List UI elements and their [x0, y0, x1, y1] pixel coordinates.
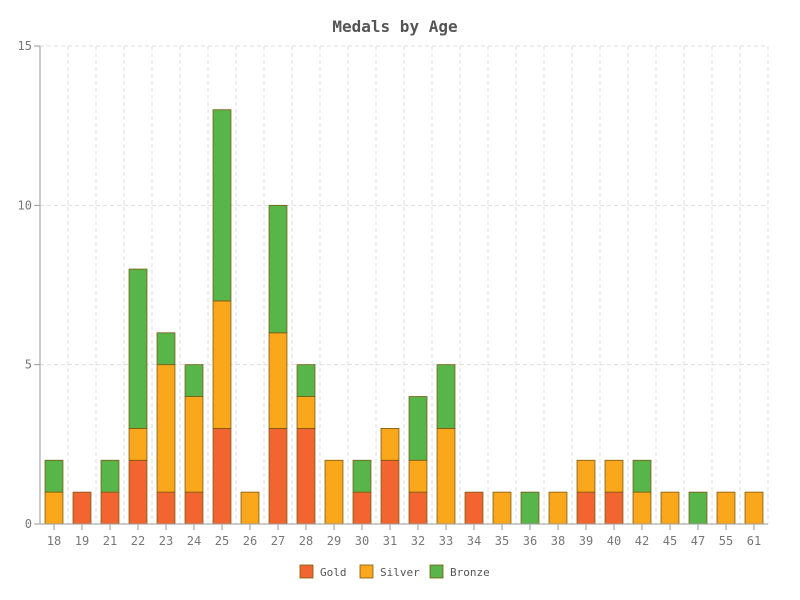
bar-bronze-21[interactable]: [100, 459, 120, 493]
bar-gold-22[interactable]: [128, 459, 148, 525]
bar-silver-23[interactable]: [156, 364, 176, 493]
x-tick-label: 23: [159, 534, 173, 548]
bar-gold-28[interactable]: [296, 427, 316, 525]
bar-gold-23[interactable]: [156, 491, 176, 525]
bar-gold-40[interactable]: [604, 491, 624, 525]
bar-gold-25[interactable]: [212, 427, 232, 525]
x-tick-label: 39: [579, 534, 593, 548]
bar-silver-55[interactable]: [716, 491, 736, 525]
y-tick-label: 0: [25, 517, 32, 531]
y-tick-label: 10: [18, 198, 32, 212]
bar-silver-39[interactable]: [576, 459, 596, 493]
x-tick-label: 31: [383, 534, 397, 548]
x-tick-label: 38: [551, 534, 565, 548]
x-tick-label: 30: [355, 534, 369, 548]
bar-gold-30[interactable]: [352, 491, 372, 525]
legend-swatch-gold[interactable]: [299, 564, 314, 579]
x-tick-label: 35: [495, 534, 509, 548]
bar-silver-27[interactable]: [268, 332, 288, 429]
bar-silver-45[interactable]: [660, 491, 680, 525]
x-tick-label: 21: [103, 534, 117, 548]
bar-silver-40[interactable]: [604, 459, 624, 493]
x-tick-label: 26: [243, 534, 257, 548]
bar-gold-24[interactable]: [184, 491, 204, 525]
bar-bronze-24[interactable]: [184, 364, 204, 397]
x-tick-label: 27: [271, 534, 285, 548]
bar-silver-22[interactable]: [128, 427, 148, 461]
bar-gold-32[interactable]: [408, 491, 428, 525]
bar-gold-27[interactable]: [268, 427, 288, 525]
x-tick-label: 19: [75, 534, 89, 548]
bar-gold-34[interactable]: [464, 491, 484, 525]
x-tick-label: 28: [299, 534, 313, 548]
legend-label-bronze[interactable]: Bronze: [450, 566, 490, 579]
x-tick-label: 24: [187, 534, 201, 548]
bar-silver-26[interactable]: [240, 491, 260, 525]
bar-bronze-25[interactable]: [212, 109, 232, 302]
bar-silver-25[interactable]: [212, 300, 232, 429]
x-tick-label: 42: [635, 534, 649, 548]
bar-bronze-42[interactable]: [632, 459, 652, 493]
x-tick-label: 45: [663, 534, 677, 548]
bar-bronze-30[interactable]: [352, 459, 372, 493]
bar-gold-39[interactable]: [576, 491, 596, 525]
bar-silver-18[interactable]: [44, 491, 64, 525]
x-tick-label: 22: [131, 534, 145, 548]
bar-silver-24[interactable]: [184, 396, 204, 493]
bar-silver-42[interactable]: [632, 491, 652, 525]
bar-bronze-18[interactable]: [44, 459, 64, 493]
legend-swatch-silver[interactable]: [359, 564, 374, 579]
bar-silver-61[interactable]: [744, 491, 764, 525]
axis-layer: 0 5 10 15 18 19 21 22 23 24 25 26 27 28 29 30 31 32 33 34 35…: [18, 39, 768, 548]
bar-silver-28[interactable]: [296, 396, 316, 429]
bar-gold-21[interactable]: [100, 491, 120, 525]
bar-gold-31[interactable]: [380, 459, 400, 525]
x-tick-label: 18: [47, 534, 61, 548]
bar-bronze-23[interactable]: [156, 332, 176, 366]
chart-title: Medals by Age: [332, 17, 457, 36]
x-tick-label: 32: [411, 534, 425, 548]
x-tick-label: 61: [747, 534, 761, 548]
bar-silver-33[interactable]: [436, 427, 456, 525]
x-tick-label: 33: [439, 534, 453, 548]
bar-bronze-27[interactable]: [268, 204, 288, 334]
x-tick-label: 29: [327, 534, 341, 548]
bar-silver-32[interactable]: [408, 459, 428, 493]
grid-layer: [40, 45, 769, 524]
bar-silver-29[interactable]: [324, 459, 344, 525]
x-tick-label: 36: [523, 534, 537, 548]
legend-swatch-bronze[interactable]: [429, 564, 444, 579]
bar-silver-38[interactable]: [548, 491, 568, 525]
bar-gold-19[interactable]: [72, 491, 92, 525]
legend-label-gold[interactable]: Gold: [320, 566, 347, 579]
x-tick-label: 40: [607, 534, 621, 548]
bar-bronze-32[interactable]: [408, 396, 428, 461]
x-tick-label: 47: [691, 534, 705, 548]
x-tick-label: 25: [215, 534, 229, 548]
bars-layer: [44, 109, 764, 525]
x-tick-label: 55: [719, 534, 733, 548]
x-tick-label: 34: [467, 534, 481, 548]
bar-bronze-33[interactable]: [436, 364, 456, 429]
bar-silver-35[interactable]: [492, 491, 512, 525]
y-tick-label: 5: [25, 358, 32, 372]
bar-bronze-47[interactable]: [688, 491, 708, 525]
y-tick-label: 15: [18, 39, 32, 53]
bar-bronze-28[interactable]: [296, 364, 316, 397]
legend: Gold Silver Bronze: [299, 564, 490, 579]
bar-bronze-22[interactable]: [128, 268, 148, 429]
bar-silver-31[interactable]: [380, 427, 400, 461]
legend-label-silver[interactable]: Silver: [380, 566, 420, 579]
bar-bronze-36[interactable]: [520, 491, 540, 525]
